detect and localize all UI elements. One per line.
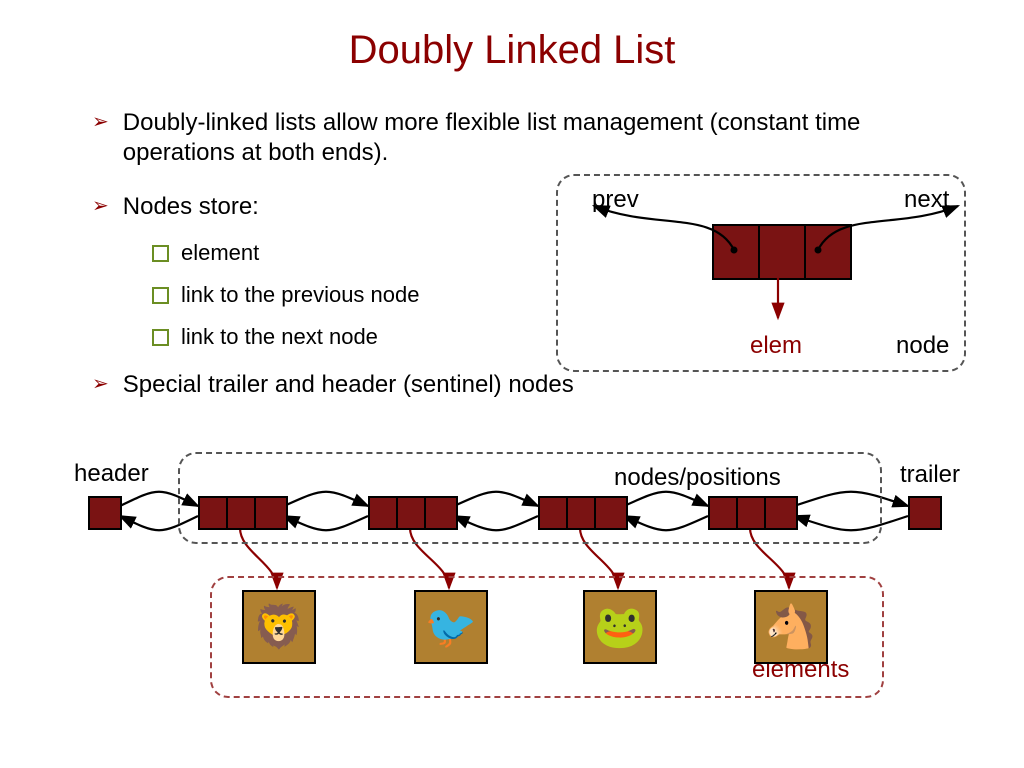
header-label: header [74, 460, 149, 488]
elem-label: elem [750, 332, 802, 360]
square-bullet-icon [152, 329, 169, 346]
arrow-bullet-icon: ➢ [92, 108, 109, 136]
bullet-text: Special trailer and header (sentinel) no… [123, 370, 574, 400]
bullet-text: element [181, 240, 259, 266]
element-lion-icon: 🦁 [242, 590, 316, 664]
bullet-text: link to the next node [181, 324, 378, 350]
bullet-text: Doubly-linked lists allow more flexible … [123, 108, 912, 168]
node-cells [712, 224, 852, 285]
next-label: next [904, 186, 949, 214]
bullet-square-item: element [152, 240, 532, 266]
arrow-bullet-icon: ➢ [92, 192, 109, 220]
bullet-square-item: link to the next node [152, 324, 532, 350]
bullet-arrow-item: ➢ Doubly-linked lists allow more flexible… [92, 108, 912, 168]
slide-title: Doubly Linked List [0, 28, 1024, 73]
element-horse-icon: 🐴 [754, 590, 828, 664]
node-cell [804, 224, 852, 280]
node-label: node [896, 332, 949, 360]
bullet-square-item: link to the previous node [152, 282, 532, 308]
chain-cell [424, 496, 458, 530]
square-bullet-icon [152, 287, 169, 304]
trailer-label: trailer [900, 461, 960, 489]
chain-cell [88, 496, 122, 530]
bullet-arrow-item: ➢ Nodes store: [92, 192, 492, 222]
element-heron-icon: 🐦 [414, 590, 488, 664]
bullet-text: link to the previous node [181, 282, 420, 308]
element-frog-icon: 🐸 [583, 590, 657, 664]
node-cell [712, 224, 760, 280]
bullet-text: Nodes store: [123, 192, 259, 222]
square-bullet-icon [152, 245, 169, 262]
node-cell [758, 224, 806, 280]
chain-cell [254, 496, 288, 530]
arrow-bullet-icon: ➢ [92, 370, 109, 398]
chain-cell [764, 496, 798, 530]
chain-cell [594, 496, 628, 530]
prev-label: prev [592, 186, 639, 214]
chain-cell [908, 496, 942, 530]
bullet-arrow-item: ➢ Special trailer and header (sentinel) n… [92, 370, 792, 400]
